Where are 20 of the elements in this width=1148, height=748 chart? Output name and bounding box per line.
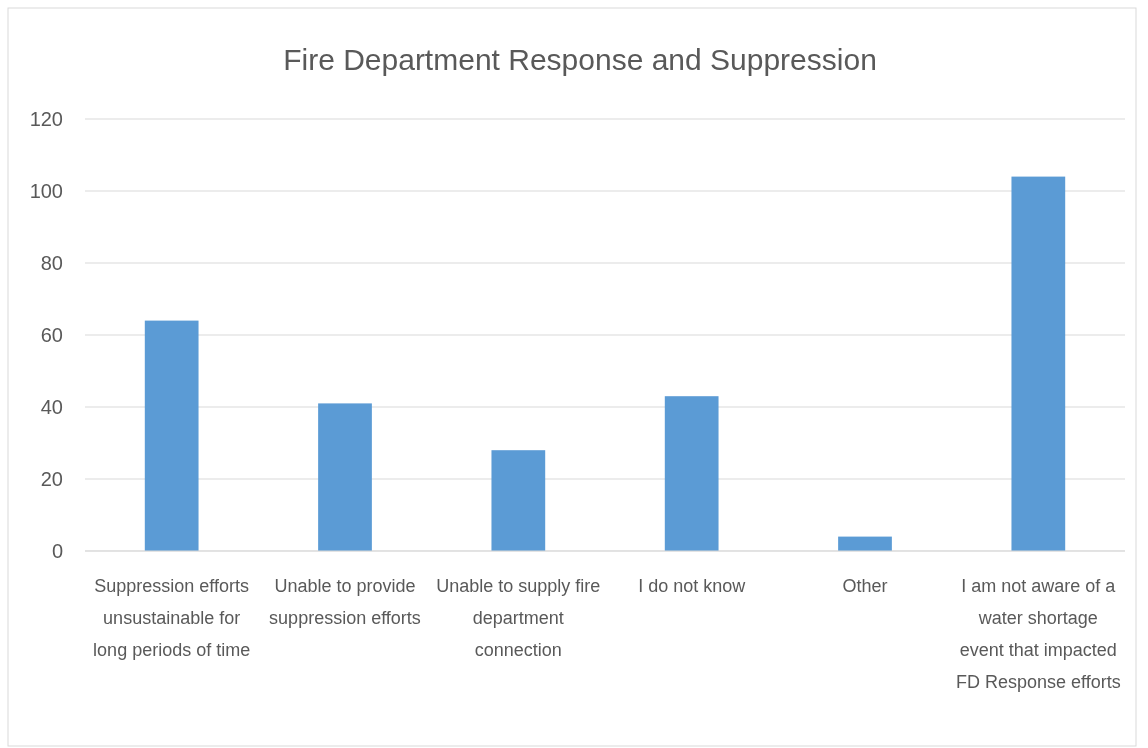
y-tick-label: 80 (40, 252, 63, 274)
chart-title: Fire Department Response and Suppression (283, 43, 877, 76)
x-tick-label: I am not aware of a water shortage event that impacted FD Response efforts (955, 576, 1121, 692)
bar (664, 396, 719, 551)
y-tick-label: 0 (51, 540, 63, 562)
bar (1011, 176, 1066, 551)
x-tick-label: I do not know (638, 576, 747, 596)
y-tick-label: 60 (40, 324, 63, 346)
x-tick-label: Unable to supply fire department connection (436, 576, 601, 660)
x-tick-label: Suppression efforts unsustainable for long periods of time (93, 576, 251, 660)
x-tick-label: Unable to provide suppression efforts (269, 576, 421, 628)
bar (318, 403, 372, 551)
x-tick-label: Other (842, 576, 888, 596)
bar (491, 450, 546, 551)
y-tick-label: 20 (40, 468, 63, 490)
bar (144, 320, 199, 551)
y-tick-label: 100 (29, 180, 63, 202)
bar (838, 536, 892, 551)
y-tick-label: 120 (29, 108, 63, 130)
y-tick-label: 40 (40, 396, 63, 418)
